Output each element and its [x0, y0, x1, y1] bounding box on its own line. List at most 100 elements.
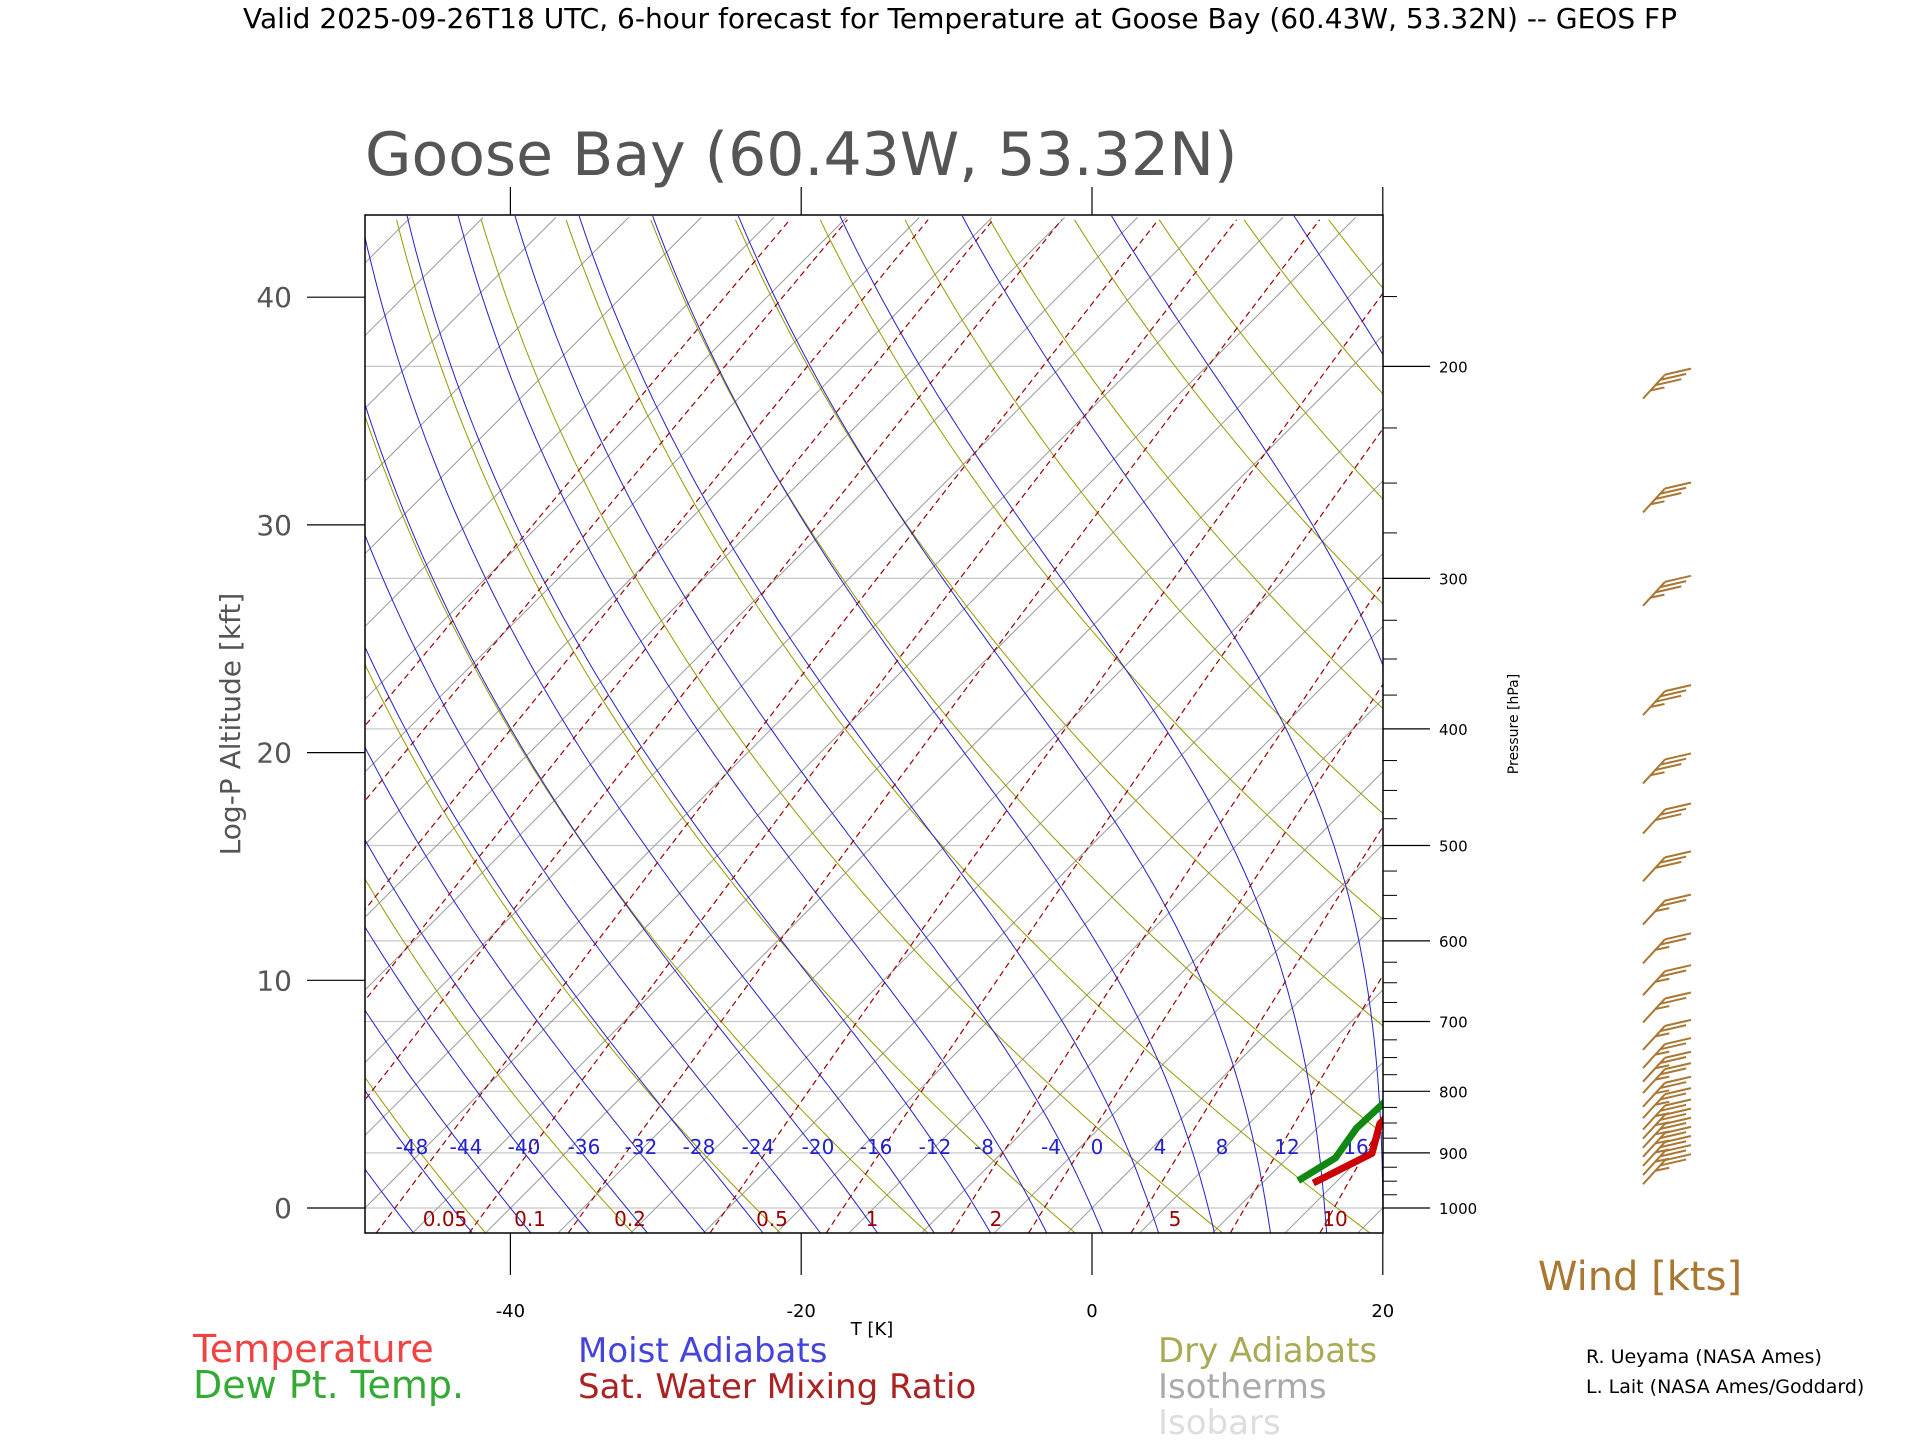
dry-adiabat-line: [1752, 220, 1920, 1233]
wind-barb-flag: [1659, 1112, 1687, 1121]
wind-barb: [1642, 574, 1692, 607]
wind-barb-flag: [1664, 991, 1692, 1000]
moist-adiabats: [365, 215, 1620, 1234]
isotherm-line: [365, 217, 557, 410]
wind-barb-flag: [1664, 850, 1692, 859]
moist-adiabat-label: 12: [1274, 1135, 1299, 1159]
y-tick-label: 30: [256, 509, 292, 542]
wind-barb-flag: [1659, 689, 1687, 698]
moist-adiabat-line: [365, 1009, 532, 1233]
wind-barb-half-flag: [1655, 1139, 1670, 1145]
mixing-ratio-label: 0.1: [514, 1207, 546, 1231]
wind-barb-half-flag: [1650, 386, 1665, 392]
legend: Temperature Dew Pt. Temp. Moist Adiabats…: [192, 1327, 1377, 1440]
wind-barb-staff: [1642, 997, 1666, 1024]
wind-barb-half-flag: [1655, 1166, 1670, 1172]
moist-adiabat-line: [365, 838, 649, 1233]
isotherm-line: [365, 217, 702, 555]
moist-adiabat-label: -40: [508, 1135, 541, 1159]
isotherm-line: [993, 843, 1383, 1233]
isotherm-line: [630, 480, 1383, 1233]
mixing-ratio-label: 10: [1322, 1207, 1347, 1231]
wind-barb-flag: [1659, 1140, 1687, 1149]
wind-barb-flag: [1659, 372, 1687, 381]
pressure-tick-label: 800: [1439, 1083, 1468, 1101]
moist-adiabat-label: -16: [860, 1135, 893, 1159]
moist-adiabat-line: [961, 215, 1383, 1233]
dry-adiabat-line: [1414, 220, 1920, 1233]
isotherms: [365, 217, 1920, 1234]
moist-adiabat-label: -36: [568, 1135, 601, 1159]
dry-adiabat-line: [1328, 219, 1383, 290]
mixing-ratio-line: [375, 219, 1159, 1233]
isotherm-line: [365, 217, 1284, 1137]
header-title: Valid 2025-09-26T18 UTC, 6-hour forecast…: [243, 2, 1677, 35]
legend-dewpoint: Dew Pt. Temp.: [193, 1363, 464, 1407]
y-tick-label: 40: [256, 281, 292, 314]
wind-barb-flag: [1659, 1042, 1687, 1051]
dry-adiabat-line: [396, 219, 1076, 1233]
wind-barb-flag: [1659, 1158, 1687, 1167]
moist-adiabat-line: [1507, 216, 1620, 1234]
wind-barb-staff: [1642, 899, 1666, 926]
isotherm-line: [1503, 218, 1920, 1234]
sounding-series: [1296, 1098, 1383, 1187]
mixing-ratio-line: [709, 292, 1383, 1233]
dry-adiabat-line: [1074, 219, 1383, 605]
wind-barb-flag: [1659, 1056, 1687, 1064]
isotherm-line: [365, 217, 1211, 1064]
moist-adiabat-line: [365, 1089, 473, 1233]
pressure-tick-label: 200: [1439, 358, 1468, 376]
wind-barb-flag: [1655, 585, 1682, 594]
mixing-ratio-line: [365, 219, 791, 727]
dry-adiabat-line: [365, 414, 929, 1233]
moist-adiabat-label: -4: [1041, 1135, 1061, 1159]
series-line-temperature: [1311, 1115, 1383, 1187]
dry-adiabat-line: [365, 663, 781, 1233]
wind-barb: [1642, 850, 1692, 883]
dry-adiabat-line: [0, 220, 338, 1233]
wind-barb: [1642, 802, 1692, 835]
wind-barb: [1642, 991, 1692, 1024]
wind-label: Wind [kts]: [1538, 1254, 1742, 1300]
wind-barb-flag: [1664, 1098, 1692, 1107]
x-tick-label: -20: [786, 1301, 815, 1322]
mixing-ratio-line: [1319, 1120, 1383, 1233]
mixing-ratio-line: [365, 219, 929, 911]
wind-barb-half-flag: [1655, 1032, 1670, 1038]
y-tick-label: 20: [256, 737, 292, 770]
wind-barb: [1642, 752, 1692, 785]
legend-temperature: Temperature: [192, 1327, 434, 1371]
wind-barb-flag: [1659, 757, 1687, 766]
wind-barb-flag: [1664, 684, 1692, 693]
isotherm-line: [365, 217, 629, 482]
dry-adiabats: [0, 219, 1920, 1233]
wind-barb-half-flag: [1650, 702, 1665, 708]
wind-barb-flag: [1664, 893, 1692, 902]
dry-adiabat-line: [904, 219, 1383, 815]
wind-barb-flag: [1655, 492, 1682, 501]
series-line-dew-pt-temp: [1296, 1098, 1383, 1184]
wind-barb-staff: [1642, 970, 1666, 996]
dry-adiabat-line: [1668, 220, 1920, 1233]
dry-adiabat-line: [365, 1076, 486, 1233]
isotherm-line: [412, 261, 1383, 1233]
dry-adiabat-line: [735, 219, 1383, 1027]
wind-barb-half-flag: [1655, 977, 1670, 983]
pressure-tick-label: 300: [1439, 570, 1468, 588]
wind-barb-flag: [1664, 1037, 1692, 1046]
wind-barb-staff: [1642, 1068, 1666, 1094]
wind-barb-flag: [1655, 813, 1682, 822]
pressure-tick-label: 500: [1439, 838, 1468, 856]
isotherm-line: [365, 217, 920, 773]
wind-barb: [1642, 932, 1692, 964]
wind-barb-flag: [1659, 1081, 1687, 1090]
y2-axis-label: Pressure [hPa]: [1506, 674, 1522, 774]
dry-adiabat-line: [1498, 220, 1920, 1233]
wind-barb: [1642, 964, 1692, 996]
moist-adiabat-label: -24: [742, 1135, 775, 1159]
wind-barb-flag: [1659, 1024, 1687, 1033]
moist-adiabat-label: -8: [974, 1135, 994, 1159]
wind-barb-flag: [1664, 1018, 1692, 1027]
wind-barb-flag: [1659, 1067, 1687, 1076]
